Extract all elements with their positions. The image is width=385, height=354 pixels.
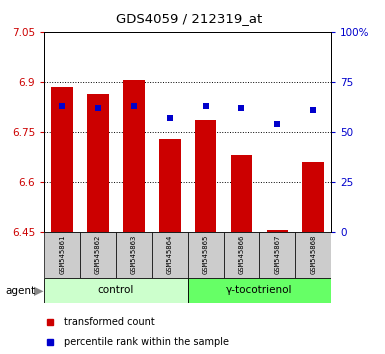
Bar [52, 87, 73, 232]
Bar [266, 230, 288, 232]
Bar [123, 80, 145, 232]
Text: percentile rank within the sample: percentile rank within the sample [64, 337, 229, 347]
Bar [188, 232, 224, 278]
Bar [195, 120, 216, 232]
Text: transformed count: transformed count [64, 317, 155, 327]
Point [274, 121, 280, 127]
Text: GSM545864: GSM545864 [167, 235, 173, 274]
Text: GSM545862: GSM545862 [95, 235, 101, 274]
Bar [224, 232, 259, 278]
Text: GSM545867: GSM545867 [275, 235, 280, 274]
Point [238, 105, 244, 111]
Bar [159, 138, 181, 232]
Bar [303, 162, 324, 232]
Bar [116, 232, 152, 278]
Point [95, 105, 101, 111]
Point [203, 103, 209, 109]
Polygon shape [34, 287, 44, 296]
Text: γ-tocotrienol: γ-tocotrienol [226, 285, 293, 295]
Bar [80, 232, 116, 278]
Point [310, 107, 316, 113]
Point [131, 103, 137, 109]
Bar [44, 232, 80, 278]
Text: GSM545866: GSM545866 [238, 235, 244, 274]
Text: agent: agent [6, 286, 36, 296]
Point [59, 103, 65, 109]
Bar [295, 232, 331, 278]
Point [167, 115, 173, 121]
Text: GSM545865: GSM545865 [203, 235, 209, 274]
Text: GSM545861: GSM545861 [59, 235, 65, 274]
Text: GSM545863: GSM545863 [131, 235, 137, 274]
Text: control: control [98, 285, 134, 295]
Bar [44, 278, 188, 303]
Bar [259, 232, 295, 278]
Bar [188, 278, 331, 303]
Bar [152, 232, 188, 278]
Bar [87, 93, 109, 232]
Text: GDS4059 / 212319_at: GDS4059 / 212319_at [116, 12, 262, 25]
Bar [231, 155, 252, 232]
Text: GSM545868: GSM545868 [310, 235, 316, 274]
